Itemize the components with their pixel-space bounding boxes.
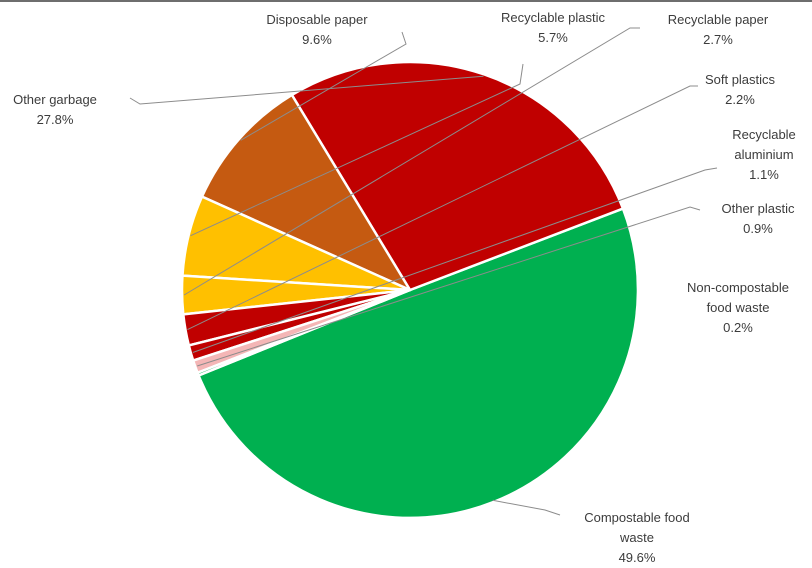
data-label-disposable-paper: Disposable paper 9.6% [266, 12, 368, 47]
leader-line-4 [190, 63, 524, 237]
data-label-non-compostable-food-waste: Non-compostable food waste 0.2% [687, 280, 789, 335]
data-label-compostable-food-waste: Compostable food waste 49.6% [584, 510, 690, 565]
labels-group: Compostable food waste 49.6% Other garbage 2… [13, 10, 796, 565]
slice-other-garbage [290, 60, 625, 292]
data-label-recyclable-paper: Recyclable paper 2.7% [668, 12, 769, 47]
data-label-other-garbage: Other garbage 27.8% [13, 92, 97, 127]
leader-line-2 [129, 75, 484, 105]
leader-line-5 [183, 27, 640, 296]
leader-line-3 [240, 31, 407, 141]
leader-line-1 [492, 499, 561, 516]
slices-group [180, 60, 640, 520]
data-label-recyclable-plastic: Recyclable plastic 5.7% [501, 10, 606, 45]
leader-line-6 [187, 85, 698, 331]
top-border [0, 0, 812, 2]
slice-non-compostable-food-waste [196, 288, 412, 377]
slice-disposable-paper [200, 93, 412, 292]
leader-line-8 [197, 206, 701, 367]
data-label-other-plastic: Other plastic 0.9% [722, 201, 795, 236]
leader-lines-group [129, 27, 718, 516]
slice-compostable-food-waste [197, 207, 640, 520]
data-label-recyclable-aluminium: Recyclable aluminium 1.1% [732, 127, 796, 182]
data-label-soft-plastics: Soft plastics 2.2% [705, 72, 776, 107]
leader-line-7 [192, 167, 718, 353]
